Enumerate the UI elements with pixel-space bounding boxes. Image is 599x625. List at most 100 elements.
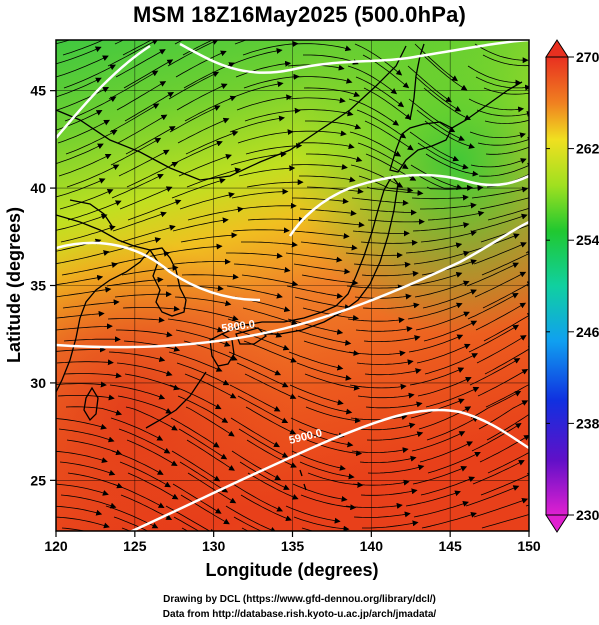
streamline (466, 262, 520, 287)
streamline (57, 119, 110, 144)
streamline (179, 192, 235, 210)
streamline (469, 358, 521, 386)
streamline (226, 285, 283, 299)
x-tick-label: 125 (123, 538, 147, 554)
streamline (56, 418, 107, 430)
streamline (359, 208, 417, 216)
streamline (420, 230, 477, 243)
streamline (484, 345, 529, 375)
streamline (363, 335, 421, 342)
streamline (484, 119, 529, 124)
streamline (303, 87, 361, 97)
streamline (473, 242, 527, 265)
streamline (353, 511, 411, 518)
streamline (242, 40, 299, 56)
streamline (423, 87, 472, 120)
streamline (169, 384, 222, 410)
streamline (288, 97, 346, 104)
streamline (292, 197, 349, 205)
streamline (351, 197, 409, 206)
streamline (238, 165, 296, 177)
streamline (181, 273, 239, 280)
streamline (246, 179, 304, 188)
streamline (61, 262, 118, 276)
streamline (475, 76, 529, 91)
streamline (471, 186, 529, 199)
streamline (230, 417, 280, 448)
streamline (295, 329, 352, 346)
streamline (63, 336, 121, 343)
streamline (56, 178, 106, 198)
streamline (366, 431, 424, 441)
streamline (479, 194, 529, 210)
streamline (176, 362, 230, 386)
streamline (346, 284, 404, 291)
wind-streamlines (56, 40, 529, 531)
streamline (290, 163, 348, 170)
streamline (299, 208, 357, 217)
streamline (110, 417, 164, 441)
streamline (176, 83, 228, 111)
streamline (169, 105, 221, 133)
streamline (178, 153, 232, 177)
streamline (118, 149, 170, 177)
streamline (173, 258, 231, 265)
x-tick-label: 130 (202, 538, 226, 554)
streamline (299, 175, 356, 183)
streamline (177, 117, 230, 144)
streamline (409, 131, 460, 162)
streamline (405, 490, 461, 507)
streamline (413, 250, 470, 265)
streamline (107, 316, 165, 323)
colorbar-tick-label: 270 (576, 49, 599, 65)
streamline (411, 194, 469, 201)
streamline (167, 40, 219, 67)
streamline (355, 326, 413, 333)
streamline (56, 323, 113, 331)
streamline (120, 224, 176, 243)
colorbar-tick-label: 230 (576, 507, 599, 523)
streamline (306, 186, 364, 195)
streamline (415, 311, 470, 331)
streamline (65, 129, 118, 155)
streamline (247, 472, 299, 500)
streamline (236, 94, 293, 111)
streamline (124, 92, 175, 122)
streamline (185, 406, 235, 437)
streamline (175, 50, 227, 78)
streamline (298, 428, 354, 448)
y-tick-label: 40 (30, 180, 46, 196)
streamline (482, 281, 529, 309)
streamline (109, 384, 166, 400)
streamline (352, 479, 410, 486)
streamline (62, 40, 105, 56)
y-tick-label: 30 (30, 375, 46, 391)
streamline (184, 373, 237, 399)
streamline (297, 142, 355, 150)
streamline (301, 274, 359, 286)
streamline (111, 173, 164, 199)
coastlines (56, 43, 523, 491)
streamline (293, 263, 351, 275)
streamline (467, 293, 519, 320)
streamline (421, 259, 477, 276)
streamline (115, 49, 166, 78)
streamline (291, 450, 346, 471)
streamline (421, 511, 477, 529)
streamline (477, 368, 529, 397)
streamline (237, 129, 294, 144)
streamline (118, 428, 171, 454)
streamline (471, 422, 522, 452)
streamline (285, 505, 341, 524)
streamline (67, 200, 122, 221)
streamline (411, 431, 466, 452)
streamline (358, 175, 414, 194)
streamline (231, 188, 289, 199)
x-axis-label: Longitude (degrees) (205, 560, 378, 580)
streamline (58, 428, 115, 443)
streamline (345, 252, 403, 259)
streamline (121, 265, 179, 276)
streamline (229, 115, 285, 133)
streamline (112, 211, 167, 232)
streamline (472, 213, 528, 232)
